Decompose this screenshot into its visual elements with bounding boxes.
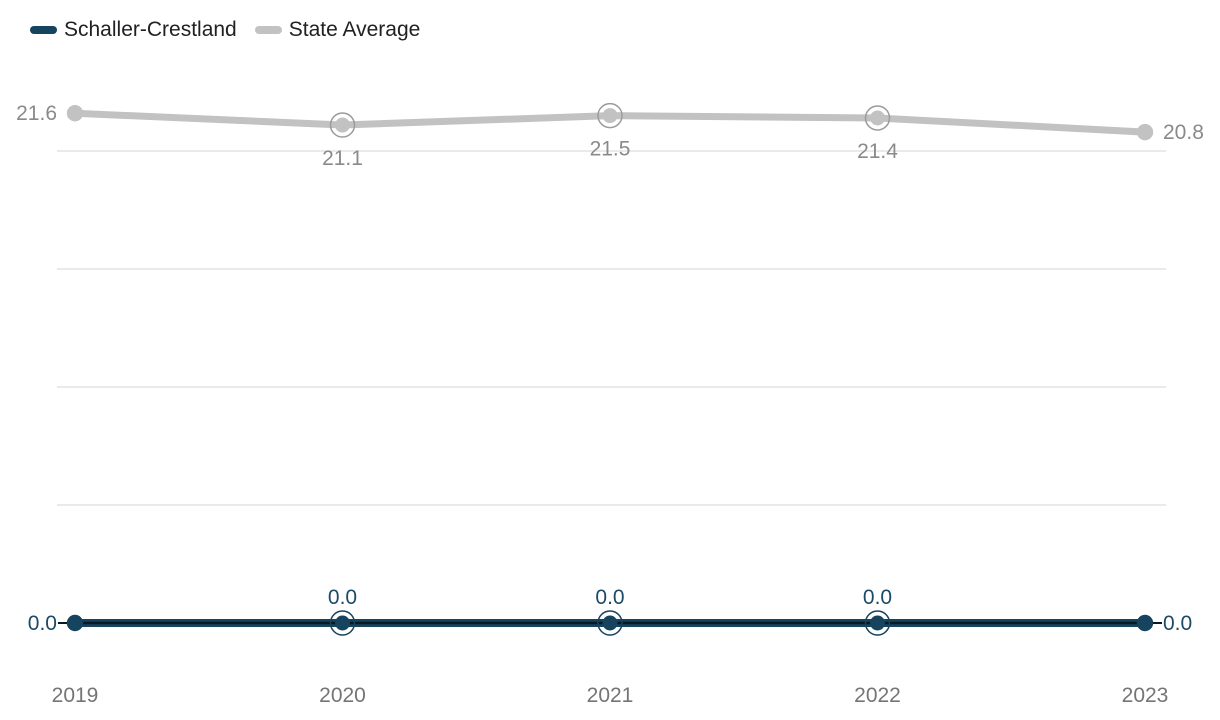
value-label: 0.0	[595, 586, 624, 609]
x-axis-label: 2022	[854, 684, 901, 707]
point-marker	[66, 105, 84, 122]
legend-swatch-state-average	[254, 26, 282, 34]
point-marker	[870, 110, 885, 126]
value-label: 20.8	[1163, 121, 1204, 144]
point-marker	[335, 615, 350, 631]
point-marker	[1136, 614, 1154, 632]
x-axis-label: 2019	[52, 684, 99, 707]
point-ring	[597, 102, 623, 129]
point-ring	[864, 610, 891, 636]
legend-label-schaller-crestland: Schaller-Crestland	[64, 18, 237, 41]
value-label: 0.0	[328, 586, 357, 609]
point-marker	[335, 117, 350, 133]
value-label: 0.0	[1163, 612, 1192, 635]
value-label: 21.5	[590, 138, 631, 161]
legend-item-state-average: State Average	[254, 18, 421, 41]
legend-item-schaller-crestland: Schaller-Crestland	[30, 19, 237, 41]
point-ring	[597, 610, 623, 636]
x-axis-label: 2023	[1122, 684, 1169, 707]
value-label: 0.0	[863, 586, 892, 609]
point-marker	[602, 108, 618, 124]
legend: Schaller-Crestland State Average	[30, 19, 420, 41]
x-axis-label: 2020	[319, 684, 366, 707]
point-ring	[329, 610, 356, 636]
point-ring	[329, 112, 356, 138]
point-marker	[870, 615, 885, 631]
value-label: 21.1	[322, 147, 363, 170]
value-label: 0.0	[28, 612, 57, 635]
point-ring	[864, 105, 891, 131]
point-marker	[66, 614, 84, 632]
x-axis-label: 2021	[587, 684, 634, 707]
legend-swatch-schaller-crestland	[30, 26, 57, 34]
point-marker	[602, 615, 618, 631]
value-label: 21.6	[16, 102, 57, 125]
value-label: 21.4	[857, 140, 898, 163]
legend-label-state-average: State Average	[288, 18, 421, 41]
point-marker	[1136, 123, 1154, 141]
